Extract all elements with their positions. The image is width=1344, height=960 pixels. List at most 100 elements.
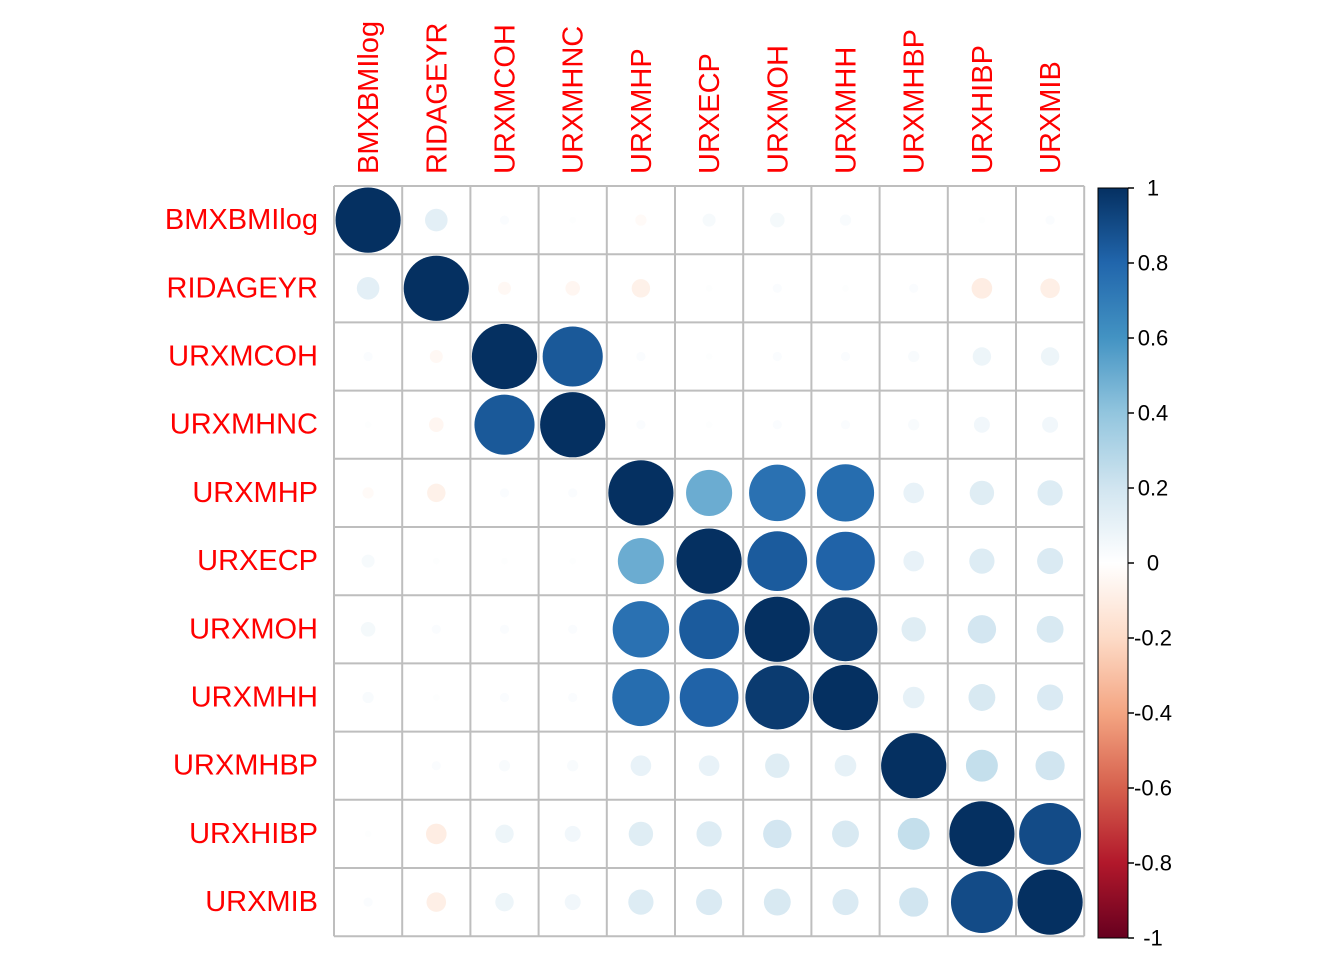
correlation-circle: [564, 894, 581, 911]
correlation-circle: [495, 892, 514, 912]
column-labels: BMXBMIlog RIDAGEYR URXMCOH URXMHNC URXMHP URX…: [353, 21, 1067, 174]
correlation-circle: [949, 801, 1015, 867]
correlation-circle: [636, 420, 646, 430]
correlation-circle: [973, 416, 990, 433]
correlation-circle: [840, 351, 851, 362]
correlation-circle: [363, 351, 373, 362]
column-label: URXMCOH: [490, 24, 522, 174]
correlation-circle: [1036, 615, 1064, 643]
correlation-circle: [497, 281, 512, 295]
column-label: BMXBMIlog: [353, 21, 385, 174]
correlation-circle: [842, 285, 849, 292]
correlation-circle: [427, 483, 446, 503]
correlation-circle: [902, 686, 925, 709]
row-label: URXMHBP: [173, 750, 318, 782]
row-label: URXMHNC: [170, 409, 318, 441]
row-label: URXECP: [197, 545, 318, 577]
column-label: URXMHBP: [899, 29, 931, 174]
colorbar-tick-label: -0.2: [1134, 626, 1172, 651]
correlation-circle: [676, 528, 742, 594]
correlation-circle: [832, 820, 859, 848]
correlation-circle: [499, 624, 510, 634]
correlation-circle: [429, 349, 443, 364]
correlation-circle: [679, 599, 739, 660]
column-label: URXECP: [694, 53, 726, 174]
column-label: URXMHP: [626, 48, 658, 174]
correlation-circle: [362, 487, 374, 499]
correlation-circle: [335, 187, 401, 253]
correlation-circle: [834, 754, 857, 777]
correlation-circle: [972, 347, 992, 366]
correlation-circle: [1037, 548, 1064, 575]
correlation-circle: [356, 277, 380, 300]
correlation-circle: [495, 824, 514, 844]
correlation-circle: [899, 887, 929, 917]
correlation-circle: [1040, 278, 1060, 299]
correlation-circle: [772, 283, 782, 293]
correlation-circle: [630, 755, 652, 777]
correlation-circle: [631, 279, 651, 298]
plot-grid: [333, 185, 1086, 938]
correlation-circle: [608, 460, 674, 526]
correlation-circle: [971, 277, 993, 299]
correlation-circle: [696, 889, 723, 916]
correlation-circle: [635, 214, 647, 226]
correlation-circle: [612, 601, 670, 658]
correlation-circle: [686, 469, 733, 516]
correlation-circle: [499, 215, 510, 225]
column-label: URXMIB: [1035, 61, 1067, 174]
row-label: URXHIBP: [189, 818, 318, 850]
correlation-circle: [1037, 684, 1064, 711]
correlation-circle: [705, 421, 713, 428]
correlation-circle: [744, 596, 810, 662]
correlation-circle: [1017, 869, 1083, 935]
correlation-circle: [705, 285, 713, 292]
correlation-circle: [498, 760, 511, 772]
row-label: URXMIB: [205, 886, 318, 918]
correlation-circle: [696, 821, 722, 847]
correlation-circle: [698, 755, 720, 777]
colorbar-tick-label: -0.8: [1134, 851, 1172, 876]
correlation-circle: [702, 213, 716, 227]
correlation-circle: [433, 694, 440, 701]
correlation-circle: [564, 825, 581, 842]
correlation-circle: [1037, 480, 1063, 506]
correlation-circle: [816, 464, 875, 522]
correlation-circle: [881, 733, 947, 799]
correlation-circle: [431, 624, 441, 634]
colorbar-tick-label: 0.2: [1138, 476, 1169, 501]
correlation-circle: [426, 892, 447, 912]
correlation-circle: [745, 665, 810, 730]
correlation-circle: [565, 281, 580, 296]
colorbar-tick-label: 1: [1147, 176, 1159, 201]
correlation-circle: [908, 419, 920, 431]
correlation-circle: [569, 557, 576, 565]
colorbar-tick-label: 0: [1147, 551, 1159, 576]
row-label: RIDAGEYR: [167, 272, 318, 304]
correlation-circle: [425, 208, 448, 232]
correlation-circle: [1019, 802, 1082, 865]
colorbar-gradient: [1097, 187, 1129, 939]
colorbar-tick-label: 0.4: [1138, 401, 1169, 426]
correlation-circle: [1042, 416, 1059, 433]
correlation-circle: [499, 692, 510, 703]
colorbar-tick-label: 0.8: [1138, 251, 1169, 276]
correlation-circle: [540, 392, 606, 458]
correlation-circle: [950, 871, 1013, 934]
row-labels: BMXBMIlog RIDAGEYR URXMCOH URXMHNC URXMHP URX…: [165, 204, 318, 918]
correlation-circle: [501, 557, 508, 565]
correlation-circle: [361, 554, 375, 568]
correlation-circle: [636, 351, 646, 362]
row-label: URXMHH: [191, 682, 318, 714]
correlation-cells: [335, 187, 1083, 935]
column-label: URXMHH: [831, 47, 863, 174]
correlation-circle: [403, 255, 469, 321]
correlation-circle: [360, 622, 376, 637]
correlation-circle: [567, 760, 579, 772]
correlation-circle: [362, 691, 374, 704]
correlation-circle: [763, 888, 791, 916]
correlation-circle: [474, 394, 535, 455]
correlation-circle: [568, 488, 578, 498]
row-label: URXMHP: [192, 477, 318, 509]
correlation-circle: [1035, 751, 1065, 781]
